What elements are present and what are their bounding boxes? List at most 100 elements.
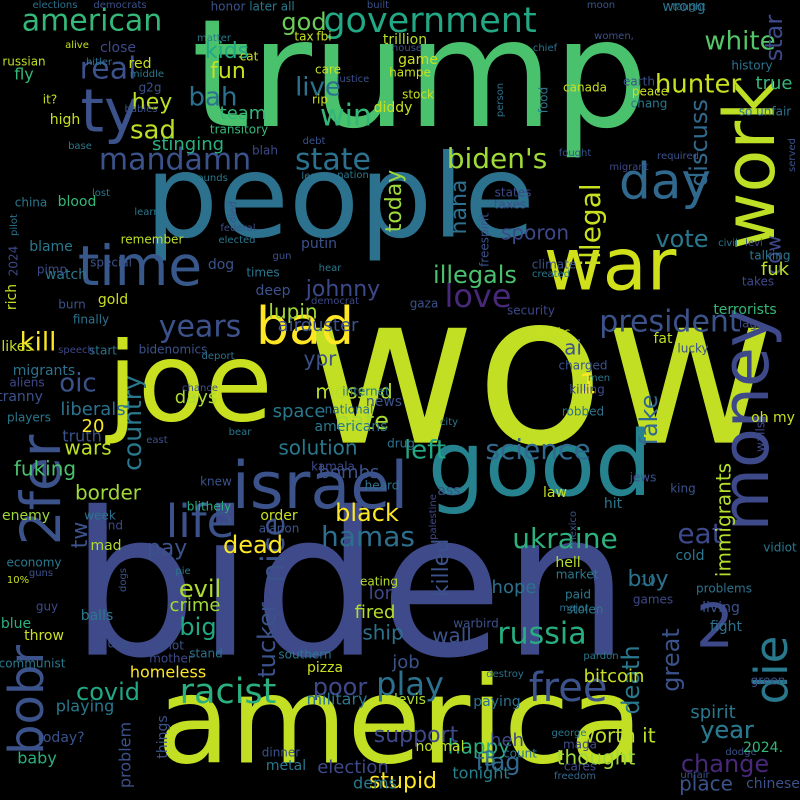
word-fuk-97: fuk [761,259,790,280]
word-black-35: black [335,499,399,527]
word-airduster-92: airduster [278,315,359,336]
word-news-179: news [366,394,402,410]
word-real-64: real [80,52,137,87]
word-stupid-80: stupid [369,769,437,794]
word-stolen-144: stolen [567,603,604,617]
word-major-146: major [560,603,590,614]
word-ukraine-33: ukraine [512,522,617,555]
word-hunter-58: hunter [655,70,742,100]
word-fought-280: fought [559,148,592,159]
word-jews-159: jews [629,471,657,485]
word-team-101: team [220,103,267,124]
word-rip-262: rip [312,93,328,107]
word-chance-300: chance [182,383,218,394]
word-paying-129: paying [473,694,520,710]
word-babies-232: babies [125,104,158,115]
word-problem-123: problem [116,722,135,788]
word-hampe-257: hampe [389,66,431,80]
word-space-105: space [273,401,326,422]
word-care-263: care [315,63,341,77]
word-dog-246: dog [208,257,234,273]
word-takes-166: takes [742,275,774,289]
word-george-310: george [551,728,586,739]
word-usa-198: usa [107,637,128,651]
word-great-47: great [657,628,685,691]
word-security-172: security [507,304,555,318]
word-times-248: times [246,266,279,280]
word-american-17: american [22,4,163,39]
word-works-173: works [535,326,570,340]
word-save-178: save [511,425,548,444]
word-stinging-100: stinging [152,134,224,155]
word-gun-306: gun [272,251,291,262]
word-market-148: market [556,568,599,582]
word-dodge-138: dodge [725,747,756,758]
word-players-214: players [7,411,51,425]
word-wow-0: wow [304,248,776,493]
word-homeless-109: homeless [130,663,206,682]
word-states-239: states [495,186,532,200]
word-fun-67: fun [210,59,246,84]
word-start-253: start [89,344,117,358]
word-live-54: live [295,73,341,103]
word-liberals-103: liberals [60,399,125,420]
word-sporon-93: sporon [501,221,569,245]
word-worth-it-83: worth it [578,724,655,748]
word-high-226: high [50,112,81,128]
word-illegals-72: illegals [433,261,517,289]
word-mother-200: mother [149,652,193,666]
word-haha-70: haha [447,180,472,235]
word-vidiot-156: vidiot [763,541,797,555]
word-evil-41: evil [179,575,221,603]
word-lucky-165: lucky [677,342,708,356]
word-covid-42: covid [76,678,140,706]
word-debt-295: debt [303,136,326,147]
word-america-3: america [157,653,643,792]
word-free-22: free [529,665,608,711]
word-biden-s-38: biden's [447,142,548,175]
word-year-131: year [700,716,754,744]
word-poor-43: poor [313,673,368,701]
word-economy-193: economy [6,556,61,570]
word-finally-216: finally [73,313,109,327]
word-freespirit-240: freespirit [478,213,492,267]
word-discuss-63: discuss [685,99,713,187]
word-kamala-184: kamala [311,460,355,474]
word-stand-201: stand [189,647,223,661]
word-immigrants-49: immigrants [712,463,736,577]
word-1-94: 1 [579,367,597,400]
word-killed-78: killed [429,539,454,598]
word-star-62: star [760,15,788,62]
word-leave-236: leave [301,171,328,182]
word-freedom-135: freedom [554,771,596,782]
word-tranny-213: tranny [0,389,43,405]
word-problems-155: problems [696,582,752,596]
word-ypr-90: ypr [304,347,338,371]
word-honor-267: honor [211,0,246,14]
word-thought-82: thought [557,746,636,770]
word-tucker-40: tucker [253,602,281,678]
word-federal-243: federal [220,223,255,234]
word-bobr-18: bobr [0,645,55,755]
word-baby-122: baby [17,749,57,768]
word-throw-196: throw [24,628,64,644]
word-earth-272: earth [623,75,655,89]
word-talking-167: talking [750,249,791,263]
word-diddy-261: diddy [374,100,413,116]
word-fly-227: fly [14,65,34,84]
word-alanon-189: alanon [259,522,300,536]
word-chief-259: chief [533,43,558,54]
word-crime-75: crime [170,595,221,616]
word-bidenomics-251: bidenomics [139,343,208,357]
word-truth-106: truth [62,427,101,446]
word-hit-151: hit [604,496,623,512]
word-women-276: women, [594,31,634,42]
word-so-unfair-278: so unfair [739,105,792,119]
word-charged-175: charged [559,359,608,373]
word-biden-1: biden [70,470,629,703]
word-buy-79: buy [628,567,669,592]
word-kill-55: kill [20,328,57,358]
word-place-84: place [679,772,733,796]
